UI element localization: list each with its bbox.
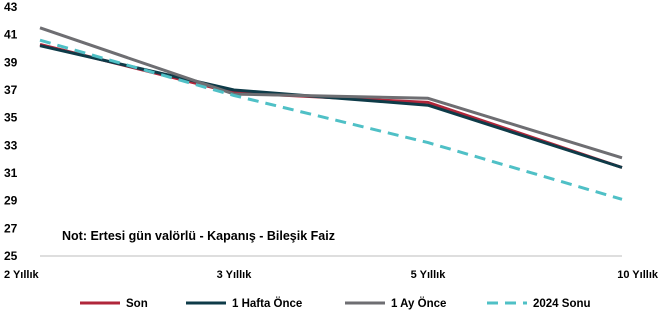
- y-tick-label: 25: [4, 249, 18, 263]
- y-tick-label: 43: [4, 0, 18, 14]
- series-lines: [39, 26, 623, 201]
- legend-label: 1 Ay Önce: [391, 297, 446, 310]
- series-line-1: [39, 42, 623, 169]
- x-tick-label: 5 Yıllık: [411, 269, 447, 281]
- x-tick-label: 2 Yıllık: [4, 269, 40, 281]
- y-axis-ticks: 25 27 29 31 33 35 37 39 41 43: [4, 0, 18, 263]
- y-tick-label: 35: [4, 111, 18, 125]
- x-tick-label: 10 Yıllık: [617, 269, 659, 281]
- y-tick-label: 31: [4, 166, 18, 180]
- legend-label: 1 Hafta Önce: [232, 297, 302, 310]
- y-tick-label: 39: [4, 55, 18, 69]
- y-tick-label: 27: [4, 221, 18, 235]
- x-axis-ticks: 2 Yıllık 3 Yıllık 5 Yıllık 10 Yıllık: [4, 269, 659, 281]
- series-line-3: [39, 26, 623, 160]
- y-tick-label: 29: [4, 194, 18, 208]
- y-tick-label: 37: [4, 83, 18, 97]
- legend-label: 2024 Sonu: [533, 298, 591, 310]
- y-tick-label: 33: [4, 138, 18, 152]
- series-line-4: [39, 38, 623, 201]
- legend: Son 1 Hafta Önce 1 Ay Önce 2024 Sonu: [80, 297, 591, 310]
- legend-label: Son: [126, 298, 148, 310]
- chart-annotation: Not: Ertesi gün valörlü - Kapanış - Bile…: [62, 229, 335, 243]
- x-tick-label: 3 Yıllık: [217, 269, 253, 281]
- y-tick-label: 41: [4, 28, 18, 42]
